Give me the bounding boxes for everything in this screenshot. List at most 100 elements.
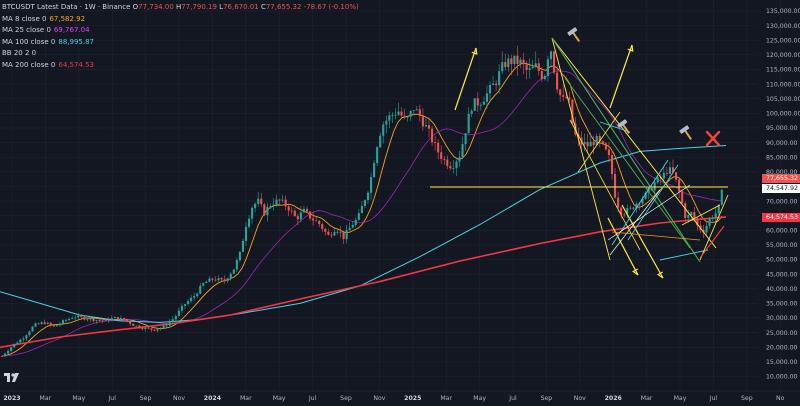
- trendline[interactable]: [659, 249, 709, 261]
- candle-body: [235, 260, 238, 270]
- candle-body: [671, 167, 675, 173]
- arrow-line[interactable]: [607, 217, 639, 276]
- trendline[interactable]: [699, 194, 729, 261]
- trendline[interactable]: [699, 225, 725, 259]
- candle-body: [13, 343, 16, 348]
- candle-body: [412, 110, 415, 112]
- symbol-title[interactable]: BTCUSDT Latest Data · 1W · Binance: [2, 3, 131, 11]
- price-tick-label: 15,000.00: [766, 359, 798, 366]
- arrow-head-icon: [632, 268, 639, 276]
- candle-body: [110, 318, 113, 321]
- indicator-ma25[interactable]: MA 25 close 0 69,767.04: [2, 26, 90, 35]
- candle-body: [678, 179, 681, 192]
- candle-body: [55, 325, 58, 327]
- candle-body: [626, 208, 629, 215]
- candle-body: [461, 144, 464, 158]
- indicator-bb[interactable]: BB 20 2 0: [2, 49, 37, 58]
- candle-body: [165, 325, 168, 327]
- price-tick-label: 135,000.00: [766, 8, 800, 15]
- candle-body: [101, 320, 104, 322]
- candle-body: [644, 192, 647, 199]
- tradingview-logo[interactable]: [3, 371, 21, 383]
- candlestick-series: [0, 45, 723, 357]
- indicator-ma100[interactable]: MA 100 close 0 88,995.87: [2, 37, 94, 46]
- candle-body: [516, 55, 519, 64]
- candle-body: [440, 152, 443, 159]
- candle-body: [46, 322, 49, 324]
- candle-body: [473, 98, 476, 111]
- candle-body: [43, 322, 46, 324]
- candle-body: [22, 338, 25, 340]
- candle-body: [458, 157, 461, 162]
- arrow-head-icon: [656, 271, 664, 279]
- candle-body: [113, 317, 116, 319]
- candle-body: [629, 207, 632, 209]
- trendline[interactable]: [627, 164, 679, 241]
- candle-body: [4, 353, 7, 357]
- trendline[interactable]: [551, 37, 701, 263]
- candle-body: [373, 163, 376, 178]
- candle-body: [592, 141, 595, 146]
- arrow-line[interactable]: [609, 44, 633, 109]
- candle-body: [330, 234, 333, 236]
- candle-body: [196, 293, 199, 297]
- candle-body: [623, 214, 626, 216]
- candle-body: [562, 95, 565, 97]
- candle-body: [61, 320, 65, 324]
- time-tick-label: May: [72, 395, 85, 402]
- candle-body: [684, 203, 687, 218]
- candle-body: [199, 285, 202, 294]
- arrow-line[interactable]: [621, 204, 664, 279]
- time-tick-label: May: [473, 395, 486, 402]
- symbol-row[interactable]: BTCUSDT Latest Data · 1W · Binance O77,7…: [2, 2, 359, 14]
- candle-body: [10, 347, 13, 351]
- candle-body: [312, 218, 315, 221]
- candle-body: [342, 232, 345, 240]
- trendline[interactable]: [607, 184, 691, 241]
- trendline[interactable]: [564, 77, 691, 249]
- candle-body: [254, 203, 257, 208]
- candle-body: [717, 204, 720, 214]
- candle-body: [403, 115, 406, 118]
- trendline[interactable]: [551, 37, 717, 249]
- trendline[interactable]: [609, 189, 661, 256]
- candle-body: [467, 113, 470, 134]
- candle-body: [272, 204, 275, 207]
- time-tick-label: Jul: [508, 395, 517, 402]
- trendline[interactable]: [551, 37, 611, 261]
- trendline[interactable]: [569, 119, 641, 251]
- candle-body: [180, 305, 183, 311]
- candle-body: [315, 220, 318, 222]
- candle-body: [177, 310, 180, 316]
- price-axis[interactable]: 135,000.00 130,000.00 125,000.00 120,000.00…: [766, 8, 800, 381]
- candle-body: [16, 342, 19, 344]
- trendline[interactable]: [577, 111, 621, 173]
- candle-body: [147, 327, 150, 329]
- candle-body: [534, 63, 537, 67]
- arrow-line[interactable]: [454, 47, 477, 111]
- price-tick-label: 20,000.00: [766, 344, 798, 351]
- price-tick-label: 35,000.00: [766, 301, 798, 308]
- candle-body: [501, 62, 504, 72]
- candle-body: [162, 325, 165, 328]
- candle-body: [104, 319, 107, 321]
- trendline[interactable]: [681, 204, 721, 226]
- price-tick-label: 40,000.00: [766, 286, 798, 293]
- candle-body: [565, 96, 568, 98]
- candle-body: [525, 64, 528, 70]
- trendline[interactable]: [599, 121, 631, 133]
- candle-body: [519, 59, 522, 64]
- candle-body: [287, 206, 290, 211]
- indicator-ma8[interactable]: MA 8 close 0 67,582.92: [2, 14, 86, 23]
- trendline[interactable]: [611, 231, 701, 241]
- candle-body: [604, 143, 607, 150]
- price-tick-label: 45,000.00: [766, 271, 798, 278]
- hammer-icon: [617, 119, 630, 134]
- candle-body: [379, 135, 382, 148]
- candle-body: [278, 199, 281, 201]
- time-axis[interactable]: 2023 Mar May Jul Sep Nov 2024 Mar May Jul Sep Nov 20…: [3, 395, 784, 402]
- indicator-ma200[interactable]: MA 200 close 0 64,574.53: [2, 60, 94, 69]
- candle-body: [656, 177, 659, 183]
- candle-body: [366, 192, 370, 201]
